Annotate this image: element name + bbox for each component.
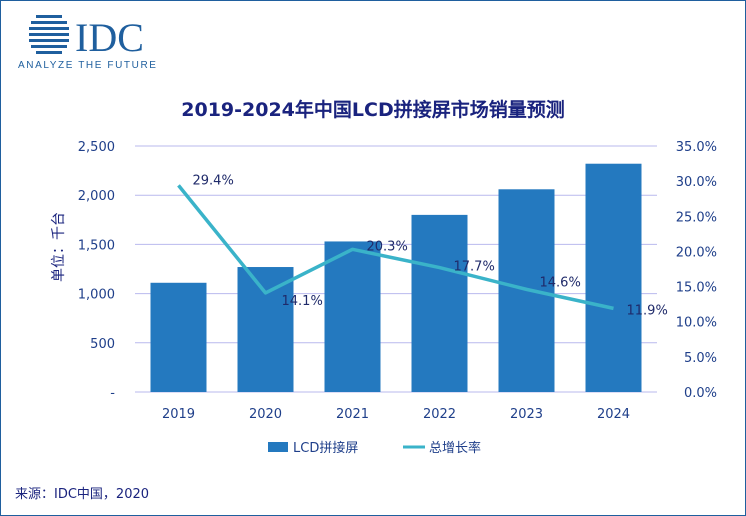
- globe-icon: [29, 15, 69, 54]
- right-axis-ticks: 0.0% 5.0% 10.0% 15.0% 20.0% 25.0% 30.0% 35.0%: [676, 140, 717, 401]
- x-tick-label: 2022: [423, 407, 456, 422]
- right-tick-label: 5.0%: [684, 351, 717, 366]
- growth-label: 14.6%: [540, 275, 581, 290]
- bar: [324, 241, 381, 392]
- left-tick-label: -: [110, 386, 115, 401]
- bar: [585, 163, 642, 392]
- right-tick-label: 15.0%: [676, 281, 717, 296]
- bar: [150, 282, 207, 392]
- left-tick-label: 500: [90, 337, 115, 352]
- source-note: 来源：IDC中国，2020: [15, 487, 149, 502]
- legend-line-label: 总增长率: [429, 440, 481, 456]
- x-tick-label: 2024: [597, 407, 630, 422]
- bars: [150, 163, 642, 392]
- right-tick-label: 0.0%: [684, 386, 717, 401]
- idc-logo: IDC ANALYZE THE FUTURE: [18, 15, 158, 71]
- left-axis-ticks: - 500 1,000 1,500 2,000 2,500: [78, 140, 116, 401]
- right-tick-label: 10.0%: [676, 316, 717, 331]
- x-axis-ticks: 2019 2020 2021 2022 2023 2024: [162, 407, 630, 422]
- legend-bar-label: LCD拼接屏: [293, 440, 358, 456]
- left-tick-label: 2,000: [78, 189, 115, 204]
- growth-label: 20.3%: [367, 239, 408, 254]
- x-tick-label: 2023: [510, 407, 543, 422]
- bar: [411, 214, 468, 392]
- gridlines: [135, 145, 657, 393]
- growth-label: 29.4%: [193, 173, 234, 188]
- growth-labels: 29.4% 14.1% 20.3% 17.7% 14.6% 11.9%: [193, 173, 668, 318]
- bar: [237, 267, 294, 392]
- left-tick-label: 2,500: [78, 140, 115, 155]
- y-axis-label: 单位：千台: [51, 212, 67, 282]
- x-tick-label: 2021: [336, 407, 369, 422]
- legend: LCD拼接屏 总增长率: [268, 440, 481, 456]
- growth-label: 17.7%: [454, 260, 495, 275]
- right-tick-label: 30.0%: [676, 175, 717, 190]
- x-tick-label: 2020: [249, 407, 282, 422]
- right-tick-label: 20.0%: [676, 245, 717, 260]
- growth-label: 14.1%: [282, 294, 323, 309]
- x-tick-label: 2019: [162, 407, 195, 422]
- right-tick-label: 35.0%: [676, 140, 717, 155]
- growth-label: 11.9%: [627, 303, 668, 318]
- right-tick-label: 25.0%: [676, 210, 717, 225]
- left-tick-label: 1,000: [78, 288, 115, 303]
- logo-tagline: ANALYZE THE FUTURE: [18, 60, 158, 71]
- logo-text: IDC: [75, 15, 144, 60]
- growth-line-path: [177, 184, 614, 311]
- left-tick-label: 1,500: [78, 238, 115, 253]
- legend-bar-swatch: [268, 442, 288, 452]
- chart-title: 2019-2024年中国LCD拼接屏市场销量预测: [181, 98, 564, 121]
- growth-line: [177, 184, 614, 311]
